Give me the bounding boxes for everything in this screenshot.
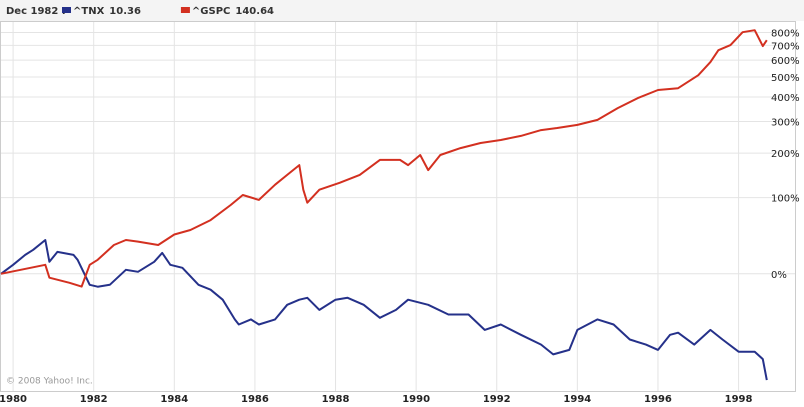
legend-swatch: [180, 7, 190, 13]
legend-value: 140.64: [235, 6, 274, 17]
y-tick-label: 600%: [771, 56, 800, 67]
x-tick-label: 1996: [644, 394, 672, 405]
y-tick-label: 800%: [771, 28, 800, 39]
x-tick-label: 1986: [241, 394, 269, 405]
grid: [1, 22, 795, 391]
legend-swatch: [62, 7, 71, 13]
x-tick-label: 1982: [80, 394, 108, 405]
x-tick-label: 1994: [563, 394, 591, 405]
x-tick-label: 1992: [483, 394, 511, 405]
legend-name: ^GSPC: [192, 6, 230, 17]
x-tick-label: 1990: [402, 394, 430, 405]
copyright: © 2008 Yahoo! Inc.: [6, 377, 93, 387]
y-tick-label: 200%: [771, 149, 800, 160]
y-tick-label: 500%: [771, 73, 800, 84]
hover-date: Dec 1982 :: [6, 6, 66, 17]
y-tick-label: 400%: [771, 93, 800, 104]
y-tick-label: 300%: [771, 118, 800, 129]
x-tick-label: 1980: [0, 394, 27, 405]
series-line: [0, 29, 768, 288]
y-tick-label: 700%: [771, 41, 800, 52]
plot-area: [0, 21, 796, 392]
legend: ^TNX 10.36 ^GSPC 140.64: [62, 6, 274, 17]
header-band: [0, 0, 804, 21]
x-tick-label: 1988: [322, 394, 350, 405]
x-tick-label: 1998: [725, 394, 753, 405]
y-tick-label: 0%: [771, 270, 787, 281]
legend-value: 10.36: [109, 6, 141, 17]
series-line: [0, 239, 768, 381]
legend-name: ^TNX: [73, 6, 105, 17]
y-tick-label: 100%: [771, 194, 800, 205]
lines: [0, 29, 768, 381]
x-tick-label: 1984: [160, 394, 188, 405]
